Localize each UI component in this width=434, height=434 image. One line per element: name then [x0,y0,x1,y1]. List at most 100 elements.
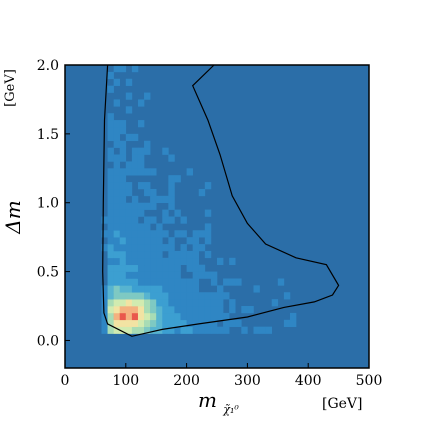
heatmap-cell [198,188,206,197]
heatmap-cell [125,299,133,307]
heatmap-cell [113,188,121,197]
y-tick-label: 0.5 [37,265,59,281]
heatmap-cell [229,299,236,307]
heatmap-cell [156,237,163,245]
heatmap-cell [180,292,187,300]
heatmap-cell [156,271,163,279]
heatmap-cell [192,292,200,300]
heatmap-cell [131,292,139,300]
heatmap-cell [162,312,169,321]
heatmap-cell [107,195,114,204]
heatmap-cell [168,292,175,300]
heatmap-cell [204,230,212,238]
heatmap-cell [235,319,242,327]
heatmap-cell [204,312,212,321]
heatmap-cell [107,285,114,293]
heatmap-cell [168,188,175,197]
heatmap-cell [137,99,145,107]
heatmap-cell [137,182,145,190]
heatmap-cell [210,312,218,321]
heatmap-cell [210,292,218,300]
heatmap-cell [137,244,145,252]
heatmap-cell [119,271,127,279]
heatmap-cell [131,299,139,307]
heatmap-cell [168,154,175,162]
heatmap-cell [137,154,145,162]
heatmap-cells [65,65,369,368]
heatmap-cell [125,237,133,245]
x-tick-label: 400 [295,373,322,389]
heatmap-cell [180,250,187,259]
heatmap-cell [113,175,121,183]
heatmap-cell [289,319,297,327]
heatmap-cell [168,250,175,259]
heatmap-cell [162,216,169,224]
heatmap-cell [283,292,291,300]
heatmap-cell [192,271,200,279]
heatmap-cell [144,306,151,314]
heatmap-cell [137,250,145,259]
heatmap-cell [198,244,206,252]
heatmap-cell [125,271,133,279]
heatmap-cell [186,278,193,286]
heatmap-cell [174,230,181,238]
heatmap-cell [137,278,145,286]
heatmap-cell [125,182,133,190]
heatmap-cell [198,299,206,307]
heatmap-cell [101,299,108,307]
x-axis-label-main: m [198,388,217,412]
heatmap-cell [150,168,157,176]
heatmap-cell [113,154,121,162]
heatmap-cell [113,326,121,334]
heatmap-cell [125,285,133,293]
x-tick-label: 500 [356,373,383,389]
heatmap-cell [217,257,224,266]
heatmap-cell [144,188,151,197]
heatmap-cell [180,299,187,307]
y-tick-label: 2.0 [37,58,59,74]
heatmap-cell [125,306,133,314]
heatmap-cell [150,250,157,259]
heatmap-cell [198,312,206,321]
heatmap-cell [131,147,139,155]
heatmap-cell [131,154,139,162]
heatmap-cell [229,278,236,286]
heatmap-cell [144,278,151,286]
heatmap-cell [162,299,169,307]
heatmap-cell [210,299,218,307]
heatmap-cell [125,326,133,334]
heatmap-cell [119,237,127,245]
heatmap-cell [162,285,169,293]
heatmap-cell [125,202,133,210]
heatmap-cell [101,230,108,238]
heatmap-cell [174,175,181,183]
heatmap-cell [107,250,114,259]
heatmap-cell [113,312,121,321]
heatmap-cell [113,250,121,259]
heatmap-cell [168,216,175,224]
heatmap-cell [137,223,145,231]
heatmap-cell [119,147,127,155]
y-axis-label: Δm [1,200,25,234]
heatmap-cell [131,202,139,210]
heatmap-cell [137,168,145,176]
x-axis-label-subscript: χ̃₁⁰ [222,403,239,416]
plot-frame [64,64,370,369]
heatmap-cell [174,306,181,314]
heatmap-cell [101,306,108,314]
heatmap-cell [107,257,114,266]
heatmap-cell [204,223,212,231]
heatmap-cell [125,312,133,321]
heatmap-cell [119,292,127,300]
x-tick-label: 200 [173,373,200,389]
heatmap-cell [119,312,127,321]
heatmap-cell [162,209,169,217]
heatmap-cell [131,326,139,334]
heatmap-cell [144,237,151,245]
heatmap-cell [144,223,151,231]
heatmap-cell [162,326,169,334]
x-axis-unit: [GeV] [322,396,363,412]
heatmap-cell [162,244,169,252]
heatmap-cell [168,278,175,286]
